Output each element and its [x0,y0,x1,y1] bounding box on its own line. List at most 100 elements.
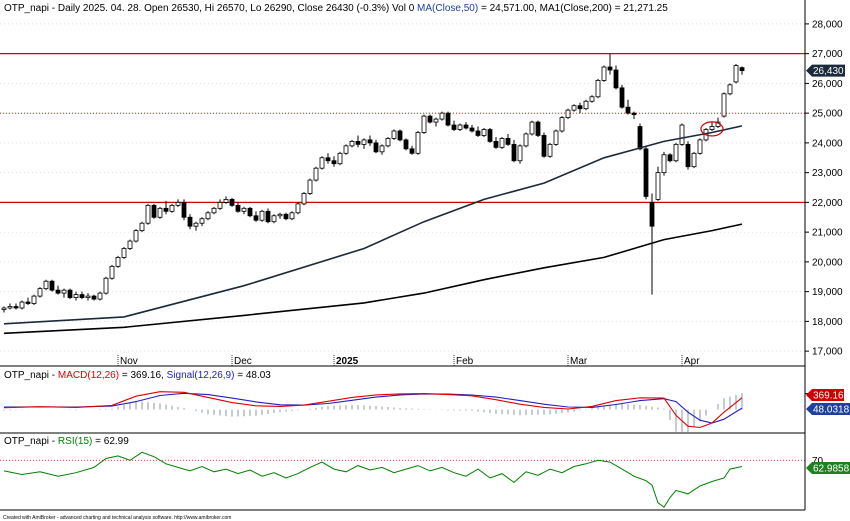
candle-body [445,112,451,126]
candle [379,144,385,155]
candle [529,120,535,136]
candle [553,129,559,146]
ma50-line [3,125,743,325]
candle [109,264,115,280]
candle [187,214,193,230]
candle-body [547,143,553,157]
candle [493,136,499,149]
pane-frames [0,0,806,511]
candle-body [493,141,499,148]
candle-body [511,143,517,162]
candle-body [313,167,319,181]
candle [511,139,517,163]
candle-body [391,130,397,139]
last-price-tag: 26,430 [806,64,845,77]
candle [223,196,229,204]
candle-body [235,204,241,212]
candle-body [691,152,697,168]
candle-body [463,124,469,129]
candle [445,111,451,127]
candle-body [607,66,613,71]
candle-body [223,199,229,203]
candle-body [211,207,217,214]
candle [559,116,565,133]
candle-body [727,84,733,95]
candle [115,255,121,268]
macd-histogram [3,393,809,433]
date-axis: Nov Dec 2025 Feb Mar Apr [117,355,700,367]
candle-body [259,210,265,221]
candle [679,123,685,146]
candle [637,123,643,151]
candle [271,214,277,224]
date-label: 2025 [336,356,359,367]
candle [169,203,175,213]
candle [361,138,367,149]
candle [337,151,343,166]
candle [265,208,271,224]
candle-body [367,139,373,144]
candle [373,139,379,154]
candle [301,191,307,206]
macd-pane[interactable]: 500 369.16 48.0318 OTP_napi - MACD(12,26… [3,370,850,433]
candle-body [355,141,361,145]
date-label: Nov [120,356,138,367]
candle-body [169,204,175,212]
candle-body [571,105,577,111]
candle-body [193,222,199,227]
candle [571,104,577,112]
price-tick-label: 22,000 [812,198,843,209]
price-pane[interactable]: 28,000 27,000 26,000 25,000 24,000 23,000 22,0… [0,3,845,367]
candle-body [199,218,205,224]
candle [481,128,487,137]
candle-body [343,145,349,154]
candle [631,111,637,120]
candle [667,153,673,163]
candle [643,145,649,200]
candle [517,144,523,164]
candle-body [583,100,589,110]
candle-body [523,133,529,147]
price-tick-label: 21,000 [812,228,843,239]
candle [247,206,253,218]
candle [235,202,241,213]
candle-body [31,295,37,304]
candle-body [49,280,55,291]
candle [403,138,409,151]
candle-body [415,132,421,154]
candle [673,142,679,163]
candle [241,206,247,215]
candle-body [601,66,607,81]
date-label: Mar [570,356,588,367]
candle [733,64,739,84]
candle-body [25,301,31,304]
candle-body [739,67,745,72]
candle-body [37,288,43,297]
candle-body [403,139,409,150]
rsi-pane[interactable]: 70 62.9858 OTP_napi - RSI(15) = 62.99 [0,436,850,508]
candle [43,279,49,291]
candle-body [187,216,193,227]
candle [139,221,145,233]
candle-body [229,199,235,206]
candle [211,206,217,215]
candle-body [79,294,85,298]
candle [625,99,631,115]
candle-body [85,295,91,298]
candle [151,203,157,219]
candle-body [43,280,49,290]
candle [463,122,469,130]
candle-body [469,127,475,132]
candle-body [637,126,643,150]
candle [589,95,595,103]
candle [73,291,79,301]
candle-body [217,201,223,209]
candle-body [643,148,649,197]
candle-body [271,215,277,223]
candle [289,211,295,221]
candle-body [247,207,253,217]
candle-body [565,109,571,119]
candle-body [397,130,403,141]
candle [505,133,511,146]
candle-body [709,126,715,130]
